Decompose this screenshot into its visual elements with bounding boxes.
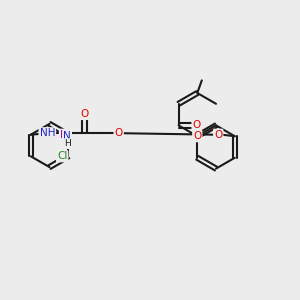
Text: O: O: [193, 131, 201, 141]
Text: NH: NH: [40, 128, 55, 138]
Text: F: F: [60, 130, 66, 140]
Text: N: N: [63, 130, 71, 141]
Text: O: O: [214, 130, 222, 140]
Text: O: O: [193, 120, 201, 130]
Text: Cl: Cl: [57, 151, 68, 161]
Text: O: O: [115, 128, 123, 138]
Text: O: O: [80, 109, 88, 119]
Text: H: H: [64, 139, 70, 148]
